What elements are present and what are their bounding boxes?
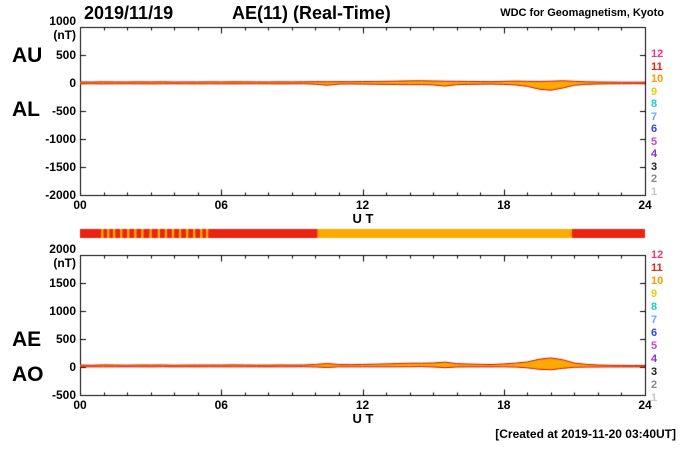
y-tick-label: 0	[69, 76, 76, 90]
station-number: 12	[651, 249, 664, 261]
label-ao: AO	[12, 363, 44, 386]
y-tick-label: -1000	[45, 132, 76, 146]
station-number: 2	[651, 379, 658, 391]
station-number: 5	[651, 135, 658, 148]
created-note: [Created at 2019-11-20 03:40UT]	[495, 427, 676, 441]
label-ae: AE	[12, 328, 42, 351]
station-number: 2	[651, 173, 658, 186]
station-number: 3	[651, 366, 658, 378]
x-tick-label: 12	[355, 198, 370, 212]
station-number: 5	[651, 340, 658, 352]
station-number: 3	[651, 160, 658, 173]
x-tick-label: 24	[638, 198, 652, 212]
x-tick-label: 06	[214, 198, 228, 212]
x-tick-label: 00	[73, 398, 87, 412]
station-number: 9	[651, 288, 658, 300]
source-credit: WDC for Geomagnetism, Kyoto	[500, 7, 664, 19]
y-tick-label: 2000	[49, 242, 76, 256]
x-axis-label-bottom: U T	[352, 411, 374, 426]
station-number: 1	[651, 392, 658, 404]
y-tick-label: -2000	[45, 188, 76, 202]
y-tick-label: -500	[51, 104, 76, 118]
unit-label-bottom: (nT)	[53, 256, 76, 270]
station-number: 4	[651, 353, 658, 365]
x-tick-label: 12	[355, 398, 370, 412]
y-tick-label: 500	[55, 48, 76, 62]
station-number: 10	[651, 275, 664, 287]
station-number: 8	[651, 98, 658, 111]
y-tick-label: 1000	[49, 14, 76, 28]
station-number: 4	[651, 148, 658, 161]
y-tick-label: -1500	[45, 160, 76, 174]
station-number: 10	[651, 73, 664, 86]
x-tick-label: 00	[73, 198, 87, 212]
y-tick-label: 0	[69, 360, 76, 374]
y-tick-label: 1500	[49, 276, 76, 290]
x-tick-label: 06	[214, 398, 228, 412]
station-number: 11	[651, 60, 663, 73]
x-tick-label: 18	[497, 398, 511, 412]
station-number: 6	[651, 327, 658, 339]
x-axis-label-top: U T	[352, 211, 374, 226]
y-tick-label: -500	[51, 388, 76, 402]
station-number: 9	[651, 85, 658, 98]
station-number: 8	[651, 301, 658, 313]
y-tick-label: 500	[55, 332, 76, 346]
x-tick-label: 24	[638, 398, 652, 412]
station-number: 7	[651, 110, 658, 123]
station-number: 6	[651, 123, 658, 136]
label-al: AL	[12, 98, 40, 121]
station-number: 7	[651, 314, 658, 326]
y-tick-label: 1000	[49, 304, 76, 318]
station-number: 12	[651, 48, 664, 60]
plot-title: AE(11) (Real-Time)	[232, 3, 391, 23]
plot-date: 2019/11/19	[84, 3, 174, 23]
unit-label-top: (nT)	[53, 28, 76, 42]
station-number: 11	[651, 262, 663, 274]
x-tick-label: 18	[497, 198, 511, 212]
label-au: AU	[12, 44, 43, 67]
station-number: 1	[651, 186, 658, 198]
